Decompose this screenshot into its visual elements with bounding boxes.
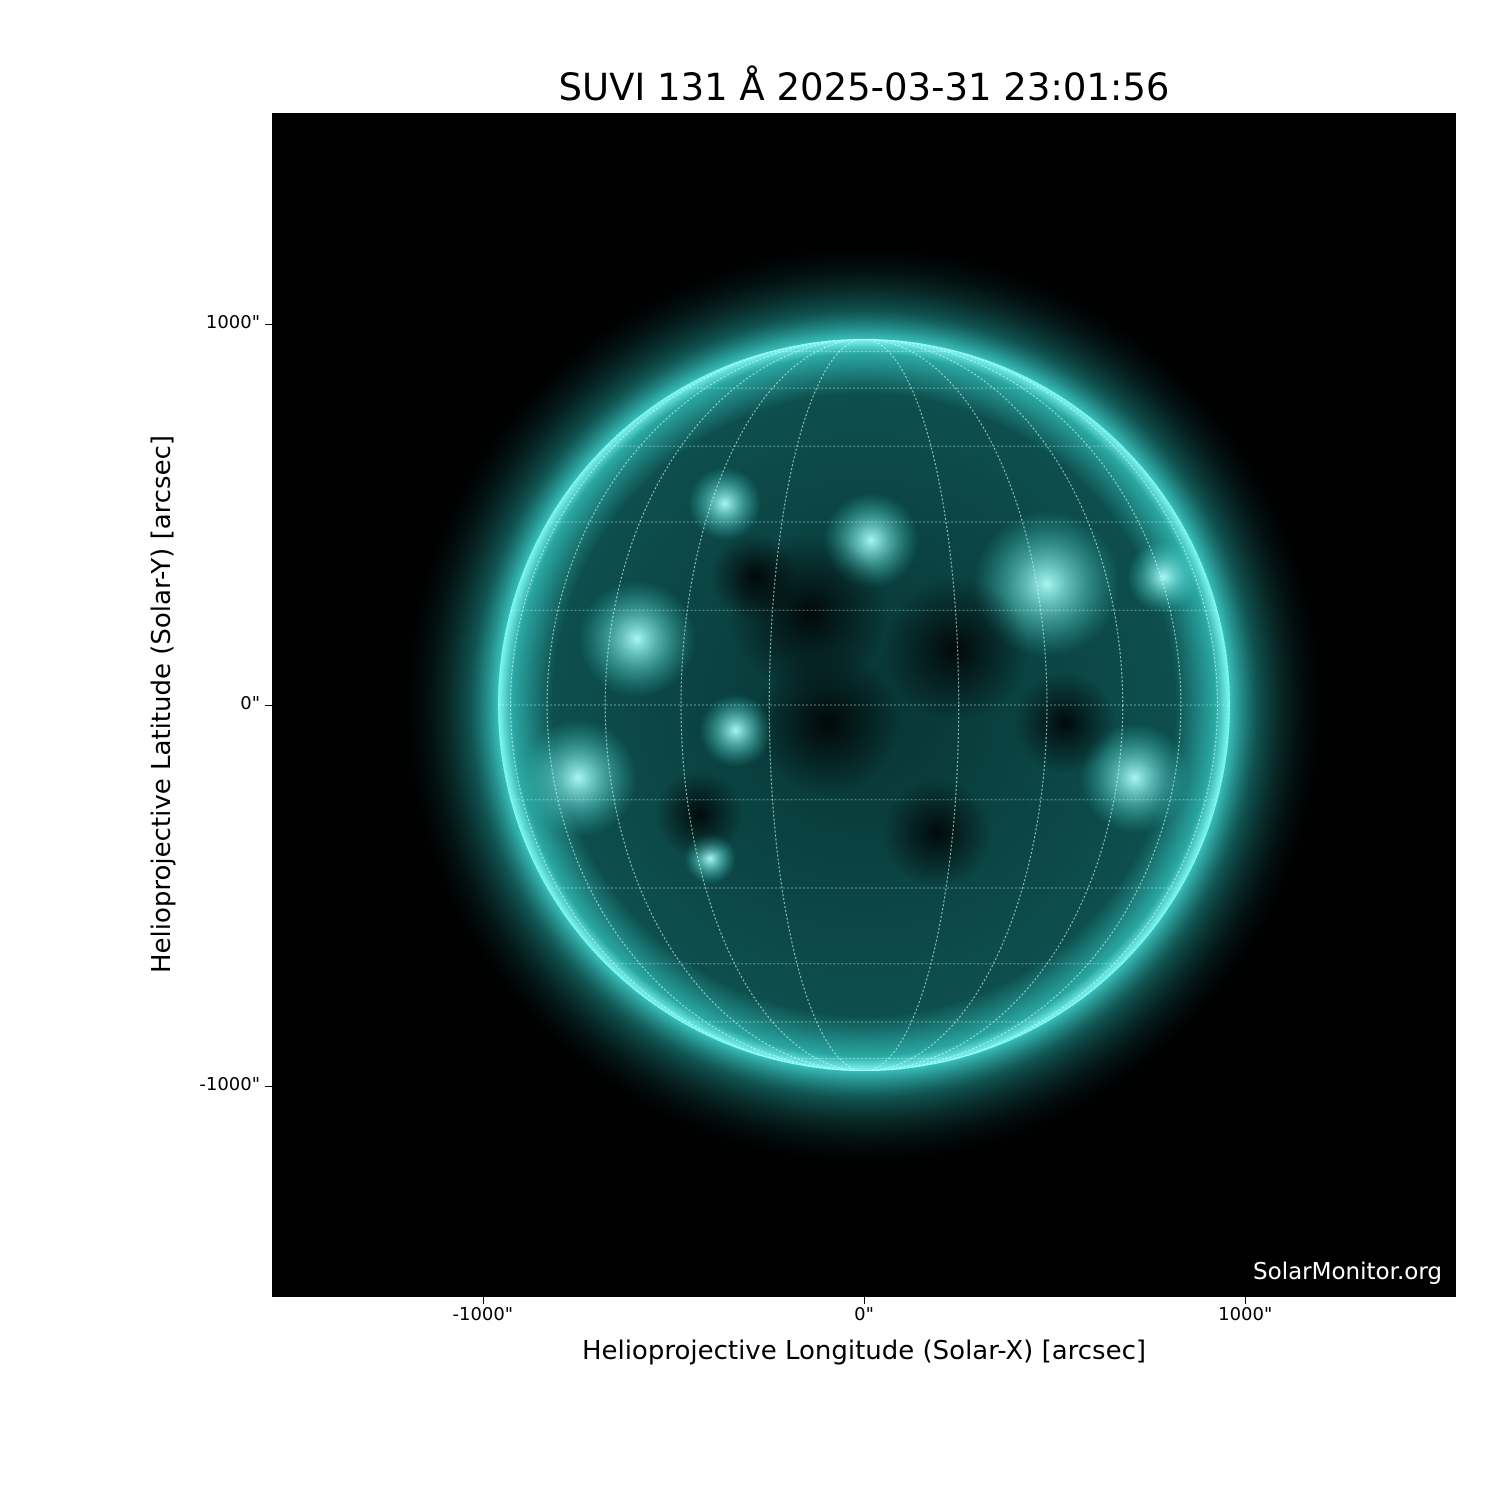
x-tick-label: 0" bbox=[854, 1304, 874, 1325]
active-region bbox=[699, 694, 773, 768]
y-tick-label: 0" bbox=[240, 693, 260, 714]
coronal-hole bbox=[655, 770, 744, 859]
active-region bbox=[520, 719, 638, 837]
longitude-line bbox=[604, 339, 1124, 1071]
x-tick-mark bbox=[482, 1297, 484, 1304]
longitude-line bbox=[680, 339, 1048, 1071]
y-tick-mark bbox=[265, 323, 272, 325]
x-tick-label: -1000" bbox=[452, 1304, 514, 1325]
longitude-line bbox=[680, 339, 1048, 1071]
longitude-line bbox=[510, 339, 1218, 1071]
y-tick-mark bbox=[265, 705, 272, 706]
active-region bbox=[1127, 540, 1201, 614]
chart-title: SUVI 131 Å 2025-03-31 23:01:56 bbox=[558, 66, 1170, 109]
plot-area: SolarMonitor.org bbox=[272, 113, 1456, 1297]
x-axis-label: Helioprojective Longitude (Solar-X) [arc… bbox=[581, 1336, 1147, 1366]
longitude-line bbox=[768, 339, 960, 1071]
y-axis-label: Helioprojective Latitude (Solar-Y) [arcs… bbox=[147, 434, 177, 974]
longitude-line bbox=[510, 339, 1218, 1071]
coronal-hole bbox=[754, 650, 901, 797]
longitude-line bbox=[604, 339, 1124, 1071]
y-tick-mark bbox=[265, 1086, 272, 1088]
x-tick-label: 1000" bbox=[1218, 1304, 1273, 1325]
heliographic-grid bbox=[498, 339, 1230, 1071]
longitude-line bbox=[768, 339, 960, 1071]
coronal-hole bbox=[710, 533, 799, 621]
active-region bbox=[688, 467, 762, 541]
x-tick-mark bbox=[864, 1297, 865, 1304]
y-tick-label: 1000" bbox=[205, 311, 260, 333]
coronal-hole bbox=[882, 576, 1029, 724]
active-region bbox=[578, 580, 696, 698]
watermark: SolarMonitor.org bbox=[1253, 1259, 1442, 1285]
coronal-hole bbox=[882, 778, 993, 888]
y-tick-label: -1000" bbox=[199, 1074, 260, 1096]
solar-image bbox=[395, 236, 1333, 1174]
coronal-hole bbox=[1014, 672, 1117, 775]
x-tick-mark bbox=[1245, 1297, 1247, 1304]
